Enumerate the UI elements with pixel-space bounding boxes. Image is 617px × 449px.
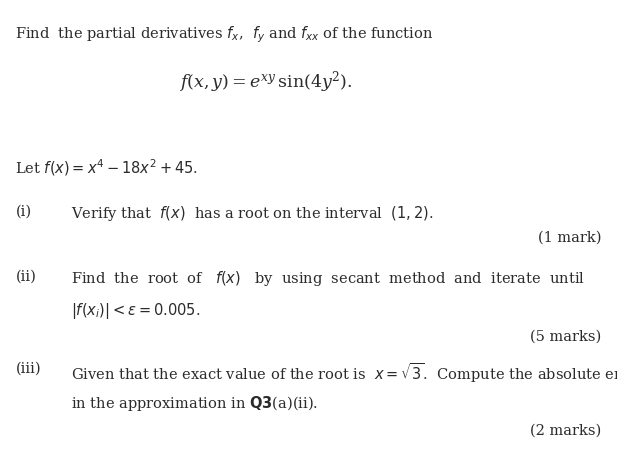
- Text: in the approximation in $\mathbf{Q3}$(a)(ii).: in the approximation in $\mathbf{Q3}$(a)…: [71, 394, 318, 413]
- Text: (1 mark): (1 mark): [538, 230, 602, 244]
- Text: Let $f(x) = x^4 - 18x^2 + 45$.: Let $f(x) = x^4 - 18x^2 + 45$.: [15, 157, 199, 178]
- Text: Find  the partial derivatives $f_x$,  $f_y$ and $f_{xx}$ of the function: Find the partial derivatives $f_x$, $f_y…: [15, 25, 434, 45]
- Text: (ii): (ii): [15, 269, 36, 283]
- Text: Verify that  $f(x)$  has a root on the interval  $(1, 2)$.: Verify that $f(x)$ has a root on the int…: [71, 204, 434, 223]
- Text: (2 marks): (2 marks): [531, 423, 602, 437]
- Text: $|f(x_i)| < \varepsilon = 0.005$.: $|f(x_i)| < \varepsilon = 0.005$.: [71, 301, 201, 321]
- Text: Find  the  root  of   $f(x)$   by  using  secant  method  and  iterate  until: Find the root of $f(x)$ by using secant …: [71, 269, 585, 288]
- Text: Given that the exact value of the root is  $x = \sqrt{3}$.  Compute the absolute: Given that the exact value of the root i…: [71, 361, 617, 385]
- Text: $f(x, y) = e^{xy}\, \sin(4y^2).$: $f(x, y) = e^{xy}\, \sin(4y^2).$: [178, 70, 352, 96]
- Text: (i): (i): [15, 204, 31, 218]
- Text: (5 marks): (5 marks): [531, 330, 602, 344]
- Text: (iii): (iii): [15, 361, 41, 375]
